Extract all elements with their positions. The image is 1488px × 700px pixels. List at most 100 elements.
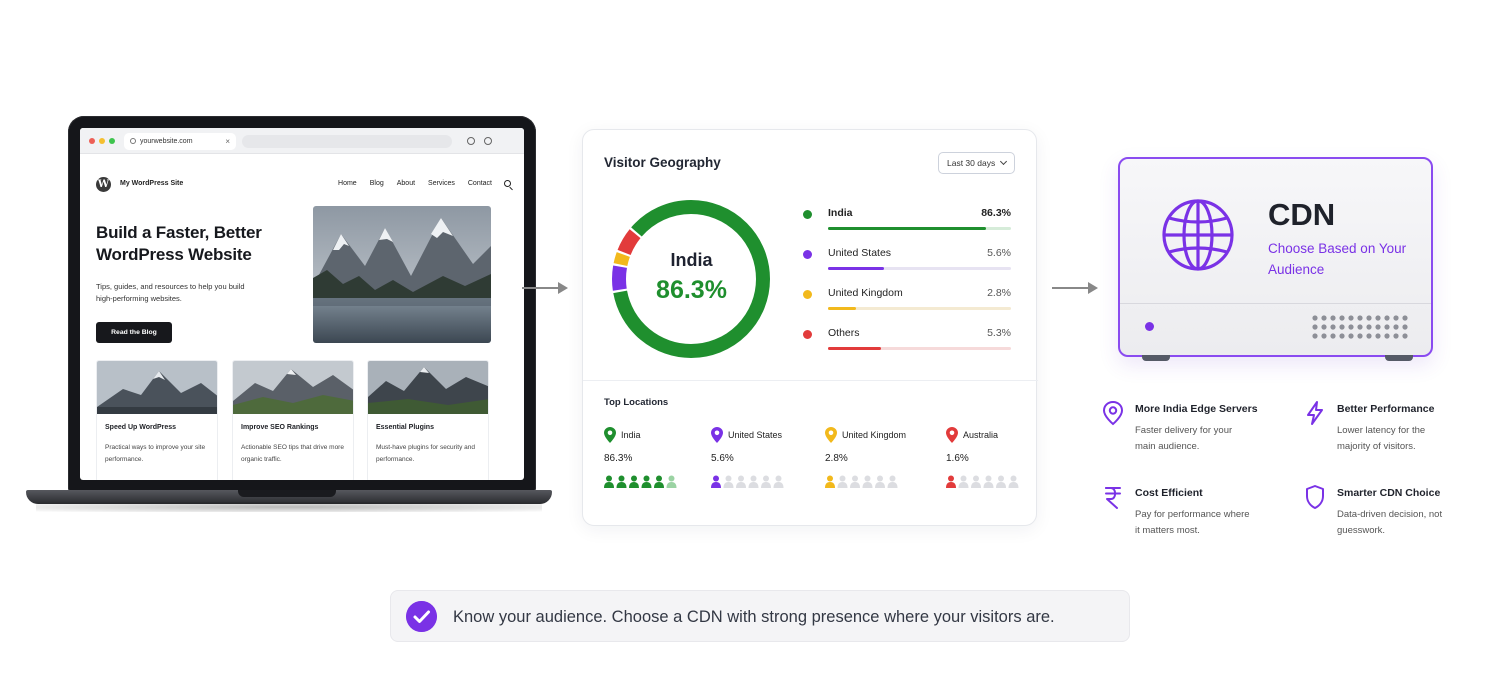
vent-hole bbox=[1393, 315, 1399, 321]
location-name: India bbox=[621, 430, 641, 440]
cdn-server-box: CDN Choose Based on Your Audience bbox=[1118, 157, 1433, 361]
globe-icon bbox=[130, 138, 136, 144]
profile-icon[interactable] bbox=[484, 137, 492, 145]
maximize-window-icon[interactable] bbox=[109, 138, 115, 144]
person-icon bbox=[723, 475, 734, 488]
extension-icon[interactable] bbox=[467, 137, 475, 145]
legend-row[interactable]: United Kingdom 2.8% bbox=[799, 284, 1011, 324]
feature-edge-servers: More India Edge Servers Faster delivery … bbox=[1101, 400, 1261, 470]
vent-hole bbox=[1321, 315, 1327, 321]
person-icon bbox=[825, 475, 835, 488]
nav-link-blog[interactable]: Blog bbox=[369, 180, 384, 187]
location-name: United Kingdom bbox=[842, 430, 907, 440]
minimize-window-icon[interactable] bbox=[99, 138, 105, 144]
vent-hole bbox=[1384, 324, 1390, 330]
lightning-icon bbox=[1307, 401, 1323, 425]
card-seo[interactable]: Improve SEO Rankings Actionable SEO tips… bbox=[232, 360, 354, 480]
top-location-item[interactable]: India 86.3% bbox=[604, 427, 712, 497]
vent-hole bbox=[1339, 333, 1345, 339]
card-speed-up[interactable]: Speed Up WordPress Practical ways to imp… bbox=[96, 360, 218, 480]
nav-link-home[interactable]: Home bbox=[338, 180, 357, 187]
legend-value: 2.8% bbox=[987, 287, 1011, 299]
card-description: Practical ways to improve your site perf… bbox=[105, 444, 206, 463]
person-icon bbox=[711, 475, 721, 488]
person-icon bbox=[958, 475, 969, 488]
person-icon bbox=[654, 475, 664, 488]
person-icon bbox=[850, 475, 860, 488]
feature-title: Smarter CDN Choice bbox=[1337, 487, 1441, 499]
summary-banner: Know your audience. Choose a CDN with st… bbox=[390, 590, 1130, 642]
person-icon bbox=[875, 475, 885, 488]
legend-country-name: India bbox=[828, 207, 853, 219]
address-bar[interactable] bbox=[242, 135, 452, 148]
person-icon bbox=[641, 475, 652, 488]
legend-row[interactable]: United States 5.6% bbox=[799, 244, 1011, 284]
vent-hole bbox=[1366, 333, 1372, 339]
site-name[interactable]: My WordPress Site bbox=[120, 180, 184, 187]
geography-donut-chart bbox=[612, 200, 770, 358]
vent-hole bbox=[1357, 333, 1363, 339]
vent-hole bbox=[1357, 324, 1363, 330]
legend-bar-fill bbox=[828, 307, 857, 310]
card-plugins[interactable]: Essential Plugins Must-have plugins for … bbox=[367, 360, 489, 480]
vent-hole bbox=[1375, 333, 1381, 339]
person-icon bbox=[971, 475, 981, 488]
hero-subtitle: Tips, guides, and resources to help you … bbox=[96, 282, 245, 303]
nav-link-about[interactable]: About bbox=[396, 180, 416, 187]
legend-row[interactable]: India 86.3% bbox=[799, 204, 1011, 244]
card-image bbox=[233, 361, 353, 414]
person-icon bbox=[996, 475, 1006, 488]
laptop-shadow bbox=[36, 502, 542, 512]
feature-description: Pay for performance where it matters mos… bbox=[1135, 509, 1250, 536]
top-location-item[interactable]: United Kingdom 2.8% bbox=[825, 427, 933, 497]
close-window-icon[interactable] bbox=[89, 138, 95, 144]
person-icon bbox=[748, 475, 759, 488]
nav-link-contact[interactable]: Contact bbox=[467, 180, 492, 187]
person-icon bbox=[616, 475, 627, 488]
vent-hole bbox=[1339, 315, 1345, 321]
cdn-box-divider bbox=[1120, 303, 1431, 304]
vent-hole bbox=[1312, 333, 1318, 339]
vent-hole bbox=[1330, 315, 1336, 321]
person-icon bbox=[629, 475, 639, 488]
location-pin-icon bbox=[946, 427, 958, 443]
person-icon bbox=[946, 475, 956, 488]
panel-divider bbox=[583, 380, 1038, 381]
feature-title: More India Edge Servers bbox=[1135, 403, 1258, 415]
top-locations-title: Top Locations bbox=[604, 397, 669, 408]
feature-smarter-choice: Smarter CDN Choice Data-driven decision,… bbox=[1303, 484, 1463, 554]
people-icons bbox=[825, 475, 898, 488]
vent-hole bbox=[1375, 324, 1381, 330]
location-name: United States bbox=[728, 430, 783, 440]
card-description: Actionable SEO tips that drive more orga… bbox=[241, 444, 344, 463]
vent-hole bbox=[1339, 324, 1345, 330]
wordpress-logo-icon[interactable]: W bbox=[96, 177, 111, 192]
person-icon bbox=[983, 475, 994, 488]
nav-link-services[interactable]: Services bbox=[428, 180, 455, 187]
top-location-item[interactable]: United States 5.6% bbox=[711, 427, 819, 497]
top-location-item[interactable]: Australia 1.6% bbox=[946, 427, 1054, 497]
vent-hole bbox=[1330, 333, 1336, 339]
read-blog-button[interactable]: Read the Blog bbox=[96, 322, 172, 343]
search-icon[interactable] bbox=[504, 180, 511, 187]
laptop-base bbox=[26, 490, 552, 504]
tab-label: yourwebsite.com bbox=[140, 138, 193, 145]
legend-bar-track bbox=[828, 307, 1011, 310]
hero-title: Build a Faster, Better WordPress Website bbox=[96, 223, 262, 264]
feature-cost-efficient: Cost Efficient Pay for performance where… bbox=[1101, 484, 1261, 554]
date-range-select[interactable]: Last 30 days bbox=[938, 152, 1015, 174]
legend-country-name: Others bbox=[828, 327, 860, 339]
vent-hole bbox=[1366, 324, 1372, 330]
vent-hole bbox=[1321, 333, 1327, 339]
people-icons bbox=[604, 475, 677, 488]
legend-row[interactable]: Others 5.3% bbox=[799, 324, 1011, 364]
tab-close-icon[interactable]: × bbox=[225, 137, 230, 146]
card-image bbox=[368, 361, 488, 414]
legend-bar-fill bbox=[828, 347, 882, 350]
feature-title: Cost Efficient bbox=[1135, 487, 1203, 499]
date-range-label: Last 30 days bbox=[947, 158, 996, 168]
vent-hole bbox=[1402, 324, 1408, 330]
site-nav-links: Home Blog About Services Contact bbox=[338, 180, 492, 187]
browser-tab[interactable]: yourwebsite.com × bbox=[124, 133, 236, 150]
banner-text: Know your audience. Choose a CDN with st… bbox=[453, 608, 1055, 626]
